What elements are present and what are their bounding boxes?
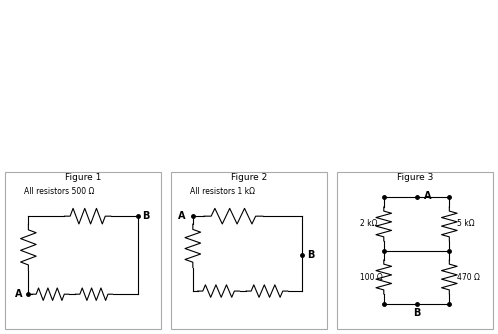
Text: 2 kΩ: 2 kΩ — [361, 219, 378, 228]
Text: Figure 1: Figure 1 — [65, 173, 101, 182]
Text: B: B — [307, 250, 314, 260]
Text: 470 Ω: 470 Ω — [457, 273, 480, 282]
Text: A: A — [177, 211, 185, 221]
Text: All resistors 1 kΩ: All resistors 1 kΩ — [190, 187, 254, 196]
Text: Figure 2: Figure 2 — [231, 173, 267, 182]
Text: 100 Ω: 100 Ω — [361, 273, 383, 282]
Text: A: A — [14, 289, 22, 299]
Text: B: B — [413, 308, 420, 318]
Text: 5 kΩ: 5 kΩ — [457, 219, 475, 228]
Text: A: A — [424, 191, 432, 201]
Text: Figure 3: Figure 3 — [397, 173, 433, 182]
Text: B: B — [142, 211, 150, 221]
Text: All resistors 500 Ω: All resistors 500 Ω — [24, 187, 94, 196]
